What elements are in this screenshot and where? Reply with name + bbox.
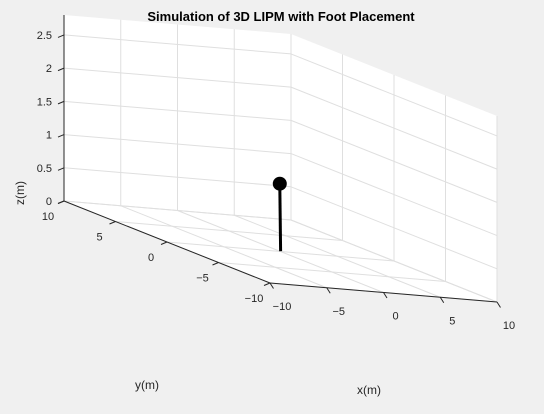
z-tick-mark xyxy=(57,134,65,138)
grid-line-z-side xyxy=(290,186,498,270)
z-tick-label: 0.5 xyxy=(37,163,52,175)
y-tick-label: −10 xyxy=(245,293,264,305)
x-tick-label: 10 xyxy=(503,320,515,332)
pendulum-mass xyxy=(272,176,287,191)
y-tick-mark xyxy=(160,241,168,245)
z-tick-mark xyxy=(57,67,65,72)
y-tick-label: −5 xyxy=(196,273,209,285)
axis-lines xyxy=(57,15,501,308)
y-axis-label: y(m) xyxy=(135,378,159,392)
grid-line-y-floor xyxy=(218,262,446,282)
x-tick-label: 5 xyxy=(449,315,455,327)
grid-line-z-back xyxy=(63,100,292,121)
z-tick-label: 1 xyxy=(46,130,52,142)
z-tick-mark xyxy=(57,100,65,105)
grid-line-z-back xyxy=(63,34,292,55)
z-axis-label: z(m) xyxy=(13,181,27,205)
z-tick-label: 2.5 xyxy=(37,30,52,42)
grid-line-z-side xyxy=(290,119,498,203)
z-tick-mark xyxy=(57,34,65,38)
pendulum-leg xyxy=(278,183,283,252)
x-tick-mark xyxy=(269,282,274,289)
y-tick-mark xyxy=(212,262,219,266)
grid-line-z-side xyxy=(290,219,498,303)
z-tick-mark xyxy=(57,200,65,204)
y-tick-mark xyxy=(263,282,271,286)
grid-line-z-back xyxy=(63,67,292,88)
y-tick-label: 0 xyxy=(148,252,154,264)
z-tick-label: 1.5 xyxy=(37,96,52,108)
grid-line-z-back xyxy=(63,167,292,188)
x-tick-mark xyxy=(383,292,388,299)
x-tick-label: −10 xyxy=(273,301,292,313)
y-tick-label: 5 xyxy=(96,232,102,244)
grid-line-y-floor xyxy=(166,241,395,262)
y-tick-mark xyxy=(109,221,116,225)
grid-line-z-side xyxy=(290,153,498,237)
pendulum xyxy=(272,176,287,252)
z-tick-label: 2 xyxy=(46,63,52,75)
x-tick-label: −5 xyxy=(332,306,345,318)
grid-line-y-floor xyxy=(115,221,343,241)
x-tick-label: 0 xyxy=(392,311,398,323)
x-axis-label: x(m) xyxy=(357,383,381,397)
tick-labels: −10 −5 0 5 10 −10 −5 0 5 10 0 0.5 1 1.5 2 2.5 xyxy=(37,30,515,332)
chart-title: Simulation of 3D LIPM with Foot Placemen… xyxy=(147,9,415,24)
grid-line-z-back xyxy=(63,134,292,155)
axes-panes xyxy=(64,15,497,302)
grid-line-z-back xyxy=(63,200,292,221)
grid-line-z-side xyxy=(290,86,498,170)
grid-line-z-side xyxy=(290,53,498,137)
x-tick-mark xyxy=(326,287,331,294)
x-tick-mark xyxy=(496,301,501,308)
x-tick-mark xyxy=(439,296,445,304)
z-tick-label: 0 xyxy=(46,196,52,208)
y-tick-label: 10 xyxy=(42,211,54,223)
z-tick-mark xyxy=(57,167,65,171)
